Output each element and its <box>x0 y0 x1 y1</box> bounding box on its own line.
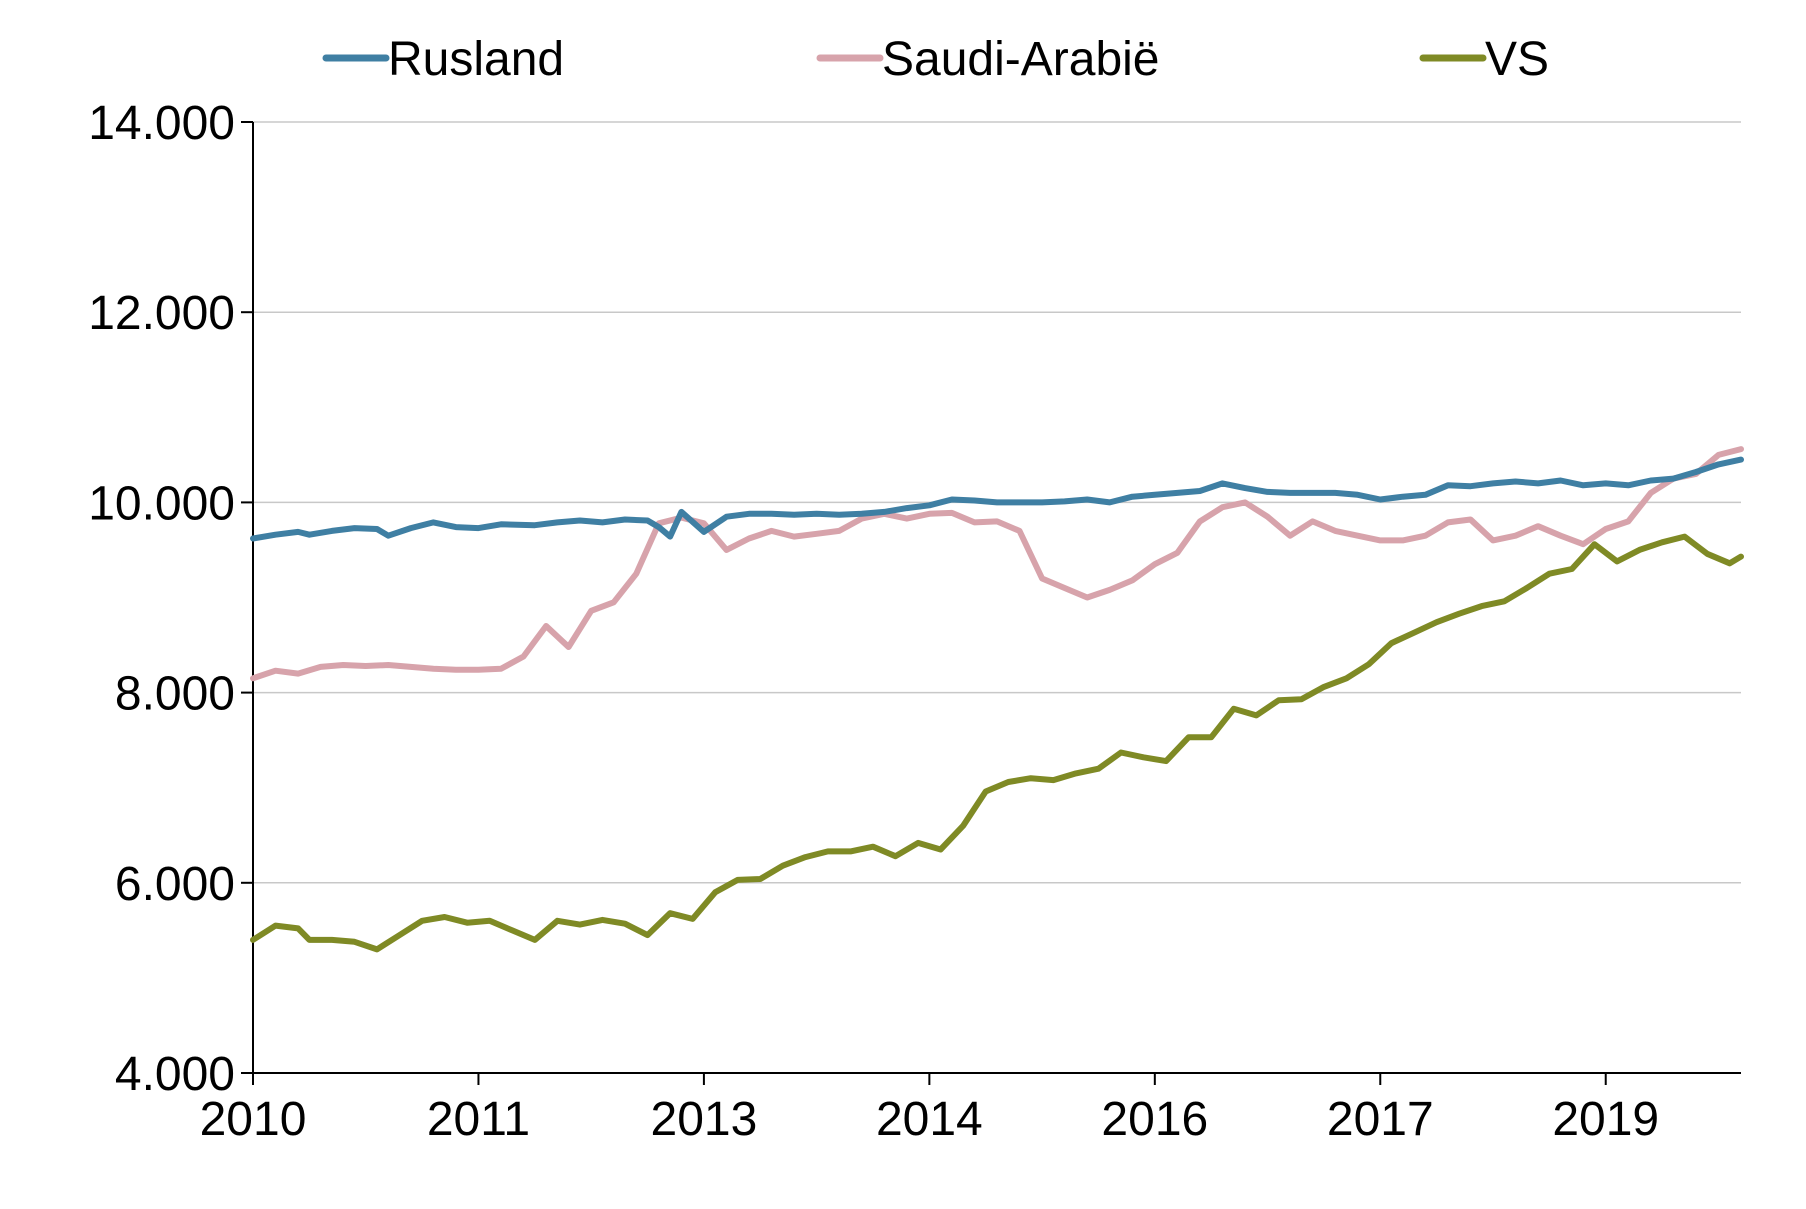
series-line-rusland <box>250 456 1744 542</box>
y-tick-label: 8.000 <box>115 668 235 721</box>
series-lines <box>250 446 1744 953</box>
axes <box>241 121 1741 1085</box>
legend-label: Saudi-Arabië <box>882 33 1160 86</box>
legend-label: VS <box>1485 33 1549 86</box>
y-tick-label: 12.000 <box>88 287 235 340</box>
x-axis-tick-labels: 2010 2011 2013 2014 2016 2017 2019 <box>200 1093 1660 1146</box>
x-tick-label: 2010 <box>200 1093 307 1146</box>
x-tick-label: 2014 <box>876 1093 983 1146</box>
x-tick-label: 2011 <box>427 1093 530 1146</box>
x-tick-label: 2017 <box>1327 1093 1434 1146</box>
series-line-saudi-arabië <box>250 446 1744 682</box>
legend: Rusland Saudi-Arabië VS <box>322 33 1549 86</box>
x-tick-label: 2019 <box>1552 1093 1659 1146</box>
y-tick-label: 10.000 <box>88 477 235 530</box>
x-tick-label: 2013 <box>651 1093 758 1146</box>
y-tick-label: 4.000 <box>115 1048 235 1101</box>
series-line-vs <box>250 533 1744 953</box>
x-tick-label: 2016 <box>1101 1093 1208 1146</box>
y-tick-label: 14.000 <box>88 97 235 150</box>
y-tick-label: 6.000 <box>115 858 235 911</box>
legend-label: Rusland <box>388 33 564 86</box>
y-axis-tick-labels: 4.000 6.000 8.000 10.000 12.000 14.000 <box>88 97 235 1101</box>
